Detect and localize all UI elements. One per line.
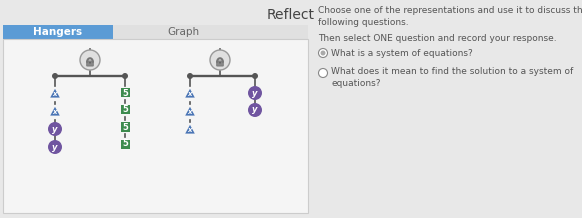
Text: y: y bbox=[252, 106, 258, 114]
FancyBboxPatch shape bbox=[3, 25, 308, 39]
FancyBboxPatch shape bbox=[120, 89, 130, 97]
Polygon shape bbox=[50, 89, 60, 98]
FancyBboxPatch shape bbox=[120, 123, 130, 131]
Text: following questions.: following questions. bbox=[318, 18, 409, 27]
Text: x: x bbox=[188, 92, 192, 97]
Circle shape bbox=[248, 86, 262, 100]
Text: equations?: equations? bbox=[331, 79, 381, 88]
Text: What is a system of equations?: What is a system of equations? bbox=[331, 48, 473, 58]
Text: y: y bbox=[252, 89, 258, 97]
Text: What does it mean to find the solution to a system of: What does it mean to find the solution t… bbox=[331, 67, 573, 76]
Text: Reflect: Reflect bbox=[267, 8, 315, 22]
Circle shape bbox=[318, 68, 328, 78]
Text: Hangers: Hangers bbox=[33, 27, 83, 37]
FancyBboxPatch shape bbox=[3, 39, 308, 213]
FancyBboxPatch shape bbox=[87, 61, 93, 66]
Circle shape bbox=[52, 73, 58, 79]
FancyBboxPatch shape bbox=[217, 61, 223, 66]
Text: y: y bbox=[52, 124, 58, 133]
FancyBboxPatch shape bbox=[120, 106, 130, 114]
Text: Graph: Graph bbox=[167, 27, 199, 37]
Text: 5: 5 bbox=[122, 89, 128, 97]
Text: x: x bbox=[188, 109, 192, 116]
Text: Then select ONE question and record your response.: Then select ONE question and record your… bbox=[318, 34, 556, 43]
Circle shape bbox=[321, 51, 325, 56]
Text: x: x bbox=[188, 128, 192, 133]
Circle shape bbox=[187, 73, 193, 79]
Polygon shape bbox=[185, 125, 195, 134]
Polygon shape bbox=[50, 107, 60, 116]
Text: 5: 5 bbox=[122, 140, 128, 148]
Circle shape bbox=[210, 50, 230, 70]
Circle shape bbox=[219, 62, 221, 64]
Circle shape bbox=[318, 48, 328, 58]
Polygon shape bbox=[185, 107, 195, 116]
Text: y: y bbox=[52, 143, 58, 152]
Circle shape bbox=[89, 62, 91, 64]
Polygon shape bbox=[185, 89, 195, 98]
Text: Choose one of the representations and use it to discuss the: Choose one of the representations and us… bbox=[318, 6, 582, 15]
Text: 5: 5 bbox=[122, 123, 128, 131]
Text: 5: 5 bbox=[122, 106, 128, 114]
Circle shape bbox=[122, 73, 128, 79]
FancyBboxPatch shape bbox=[3, 25, 113, 39]
Circle shape bbox=[48, 122, 62, 136]
Text: x: x bbox=[53, 109, 57, 116]
FancyBboxPatch shape bbox=[120, 140, 130, 148]
Circle shape bbox=[248, 103, 262, 117]
Circle shape bbox=[252, 73, 258, 79]
Circle shape bbox=[80, 50, 100, 70]
Circle shape bbox=[48, 140, 62, 154]
Text: x: x bbox=[53, 92, 57, 97]
